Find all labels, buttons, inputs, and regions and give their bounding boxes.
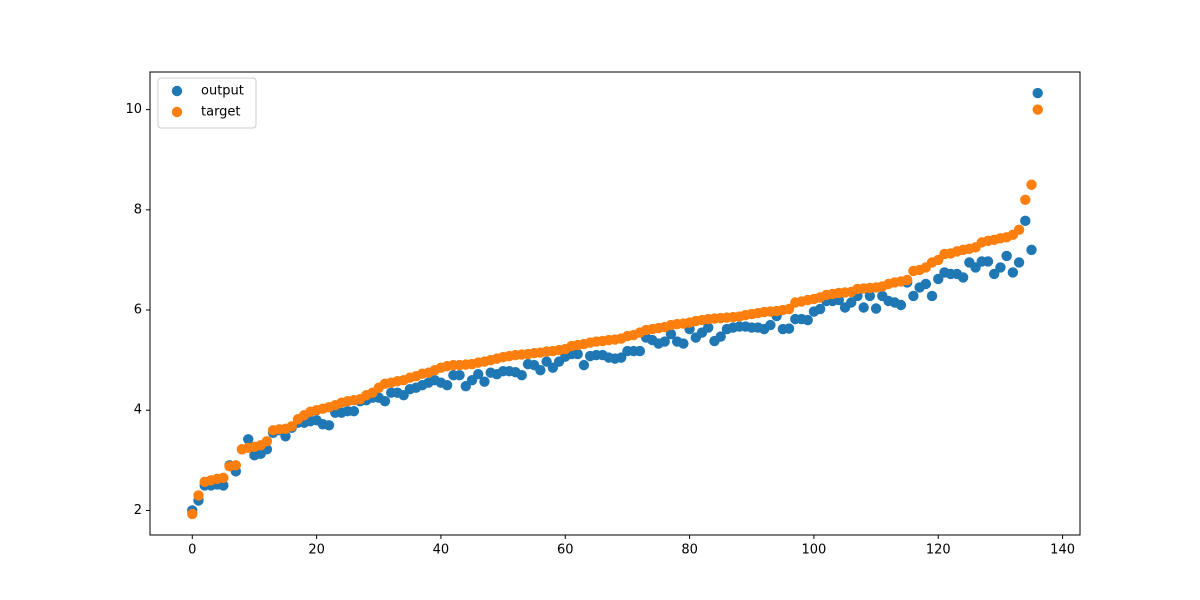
point	[1032, 87, 1043, 99]
point	[218, 480, 229, 491]
point	[703, 322, 714, 333]
point	[230, 460, 241, 471]
point	[323, 420, 335, 431]
legend-label: target	[201, 105, 241, 120]
point	[243, 434, 254, 445]
point	[348, 406, 360, 417]
point	[995, 262, 1006, 273]
x-tick-label: 140	[1050, 543, 1075, 558]
legend-label: output	[201, 84, 244, 99]
point	[218, 472, 229, 484]
point	[261, 436, 273, 447]
point	[864, 290, 876, 302]
x-tick-label: 40	[433, 543, 450, 558]
y-tick-label: 2	[134, 503, 142, 518]
point	[989, 268, 1000, 280]
point	[678, 338, 689, 349]
x-tick-label: 0	[188, 543, 196, 558]
y-tick-label: 6	[134, 303, 142, 318]
point	[1013, 257, 1025, 268]
legend-marker	[171, 85, 183, 97]
point	[1001, 250, 1012, 262]
x-tick-label: 20	[308, 543, 325, 558]
point	[473, 368, 484, 380]
point	[659, 336, 670, 347]
point	[783, 303, 795, 315]
x-tick-label: 120	[926, 543, 951, 558]
point	[280, 431, 291, 442]
y-tick-label: 8	[134, 202, 142, 217]
point	[802, 314, 813, 326]
legend-box	[157, 77, 257, 129]
point	[665, 328, 677, 340]
point	[1007, 267, 1019, 278]
point	[187, 508, 198, 520]
point	[379, 396, 391, 407]
point	[926, 290, 938, 302]
point	[535, 364, 546, 376]
point	[982, 256, 994, 267]
point	[715, 331, 726, 342]
plot-frame	[149, 71, 1081, 536]
point	[479, 376, 490, 387]
point	[901, 274, 913, 286]
x-tick-label: 100	[802, 543, 827, 558]
point	[634, 345, 646, 357]
point	[933, 273, 944, 285]
point	[957, 272, 969, 283]
point	[454, 369, 465, 381]
point	[1026, 244, 1037, 256]
point	[1020, 194, 1031, 205]
point	[578, 359, 590, 371]
point	[814, 303, 826, 315]
y-tick-label: 10	[125, 102, 142, 117]
point	[516, 369, 527, 381]
point	[870, 303, 882, 314]
x-tick-label: 60	[557, 543, 574, 558]
point	[441, 379, 453, 391]
point	[846, 297, 857, 308]
point	[616, 352, 627, 363]
point	[858, 302, 869, 313]
point	[908, 290, 919, 302]
legend: output target	[157, 77, 257, 129]
point	[193, 490, 204, 501]
point	[920, 278, 932, 290]
point	[765, 319, 776, 331]
point	[1032, 104, 1043, 115]
point	[286, 421, 297, 432]
point	[783, 323, 795, 334]
point	[895, 299, 907, 311]
legend-marker	[171, 106, 183, 118]
point	[1020, 215, 1031, 227]
point	[1026, 179, 1037, 190]
series	[187, 104, 1043, 520]
y-tick-label: 4	[134, 403, 142, 418]
series	[187, 87, 1043, 516]
x-tick-label: 80	[681, 543, 698, 558]
point	[572, 348, 583, 360]
point	[1013, 224, 1025, 236]
